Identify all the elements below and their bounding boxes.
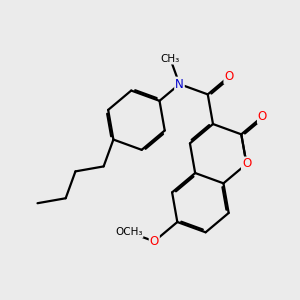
Text: O: O — [224, 70, 234, 83]
Text: OCH₃: OCH₃ — [115, 227, 142, 237]
Text: O: O — [242, 158, 251, 170]
Text: N: N — [175, 78, 184, 91]
Text: O: O — [258, 110, 267, 123]
Text: O: O — [150, 235, 159, 248]
Text: CH₃: CH₃ — [160, 54, 180, 64]
